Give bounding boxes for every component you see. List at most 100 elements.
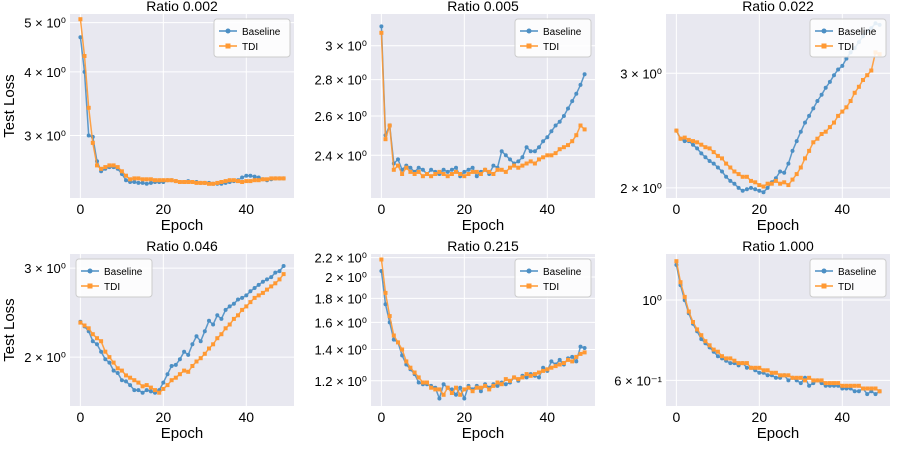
data-point-baseline xyxy=(449,387,454,392)
data-point-tdi xyxy=(794,172,799,177)
chart-title: Ratio 0.215 xyxy=(447,238,519,254)
data-point-baseline xyxy=(740,188,745,193)
data-point-baseline xyxy=(95,342,99,347)
data-point-tdi xyxy=(724,356,729,361)
data-point-tdi xyxy=(441,392,446,397)
data-point-tdi xyxy=(478,172,483,176)
data-point-tdi xyxy=(757,365,762,370)
data-point-tdi xyxy=(844,105,849,110)
chart-panel-3: Ratio 0.022 0 20 40 Epoch 2 × 10⁰ 3 × 10⁰ Basel… xyxy=(620,0,890,234)
data-point-baseline xyxy=(537,145,541,150)
data-point-tdi xyxy=(115,165,120,170)
data-point-tdi xyxy=(269,284,274,289)
data-point-tdi xyxy=(707,343,712,348)
data-point-tdi xyxy=(148,177,153,182)
data-point-tdi xyxy=(869,386,874,391)
data-point-tdi xyxy=(441,172,446,176)
data-point-tdi xyxy=(416,375,421,380)
data-point-tdi xyxy=(582,350,587,355)
data-point-tdi xyxy=(524,161,529,166)
legend-swatch-marker xyxy=(526,268,532,274)
data-point-baseline xyxy=(148,180,153,185)
data-point-tdi xyxy=(132,378,137,383)
data-point-baseline xyxy=(803,120,807,125)
data-point-tdi xyxy=(248,179,253,184)
x-axis-label: Epoch xyxy=(161,217,204,234)
data-point-baseline xyxy=(265,277,269,282)
data-point-tdi xyxy=(707,146,712,151)
data-point-tdi xyxy=(95,336,99,341)
data-point-tdi xyxy=(524,372,529,377)
data-point-tdi xyxy=(433,387,438,392)
data-point-tdi xyxy=(449,391,454,395)
data-point-tdi xyxy=(790,375,795,380)
y-tick-label: 2.4 × 10⁰ xyxy=(314,148,367,163)
data-point-tdi xyxy=(269,176,274,181)
legend: Baseline TDI xyxy=(809,18,887,58)
data-point-baseline xyxy=(549,129,554,134)
data-point-baseline xyxy=(454,165,458,170)
legend-swatch-marker xyxy=(821,283,827,289)
data-point-tdi xyxy=(103,165,108,170)
data-point-tdi xyxy=(699,333,704,338)
data-point-baseline xyxy=(437,396,442,401)
data-point-tdi xyxy=(107,163,112,168)
data-point-tdi xyxy=(840,109,845,114)
data-point-tdi xyxy=(82,54,87,58)
data-point-baseline xyxy=(478,389,483,394)
x-tick-label: 20 xyxy=(156,201,172,217)
data-point-baseline xyxy=(474,174,479,179)
data-point-tdi xyxy=(720,354,724,359)
data-point-baseline xyxy=(732,181,737,186)
data-point-tdi xyxy=(541,155,546,160)
data-point-tdi xyxy=(570,139,575,144)
data-point-baseline xyxy=(491,163,496,168)
data-point-tdi xyxy=(794,375,799,380)
data-point-tdi xyxy=(236,313,240,318)
data-point-baseline xyxy=(124,379,128,384)
data-point-tdi xyxy=(483,383,488,388)
y-tick-label: 3 × 10⁰ xyxy=(24,128,66,143)
data-point-tdi xyxy=(115,366,120,371)
data-point-tdi xyxy=(736,172,741,177)
data-point-baseline xyxy=(429,167,434,172)
data-point-tdi xyxy=(211,342,216,347)
data-point-tdi xyxy=(277,176,282,181)
data-point-tdi xyxy=(790,177,795,182)
data-point-baseline xyxy=(260,279,265,284)
data-point-tdi xyxy=(856,383,861,388)
data-point-tdi xyxy=(215,336,220,341)
data-point-baseline xyxy=(449,167,454,172)
data-point-tdi xyxy=(811,140,816,145)
legend-swatch-marker xyxy=(526,28,532,34)
data-point-baseline xyxy=(578,82,583,87)
data-point-tdi xyxy=(153,388,157,393)
data-point-baseline xyxy=(445,169,450,174)
x-tick-label: 0 xyxy=(76,201,84,217)
data-point-baseline xyxy=(865,392,870,397)
data-point-baseline xyxy=(128,383,133,388)
data-point-baseline xyxy=(557,357,562,362)
data-point-baseline xyxy=(553,123,558,128)
legend-swatch-marker xyxy=(87,268,93,274)
data-point-tdi xyxy=(732,169,737,174)
data-point-tdi xyxy=(277,277,282,282)
x-tick-label: 0 xyxy=(672,201,680,217)
data-point-tdi xyxy=(387,123,392,128)
data-point-baseline xyxy=(773,375,778,380)
x-tick-label: 40 xyxy=(835,201,851,217)
data-point-tdi xyxy=(223,179,228,184)
data-point-baseline xyxy=(231,301,236,306)
data-point-tdi xyxy=(674,128,679,133)
data-point-tdi xyxy=(807,148,812,153)
legend-label-baseline: Baseline xyxy=(104,267,143,278)
data-point-tdi xyxy=(491,172,496,176)
data-point-tdi xyxy=(157,178,162,183)
data-point-baseline xyxy=(561,114,566,118)
data-point-tdi xyxy=(773,178,778,183)
data-point-tdi xyxy=(78,17,83,22)
data-point-baseline xyxy=(703,155,708,160)
data-point-tdi xyxy=(265,177,269,182)
data-point-tdi xyxy=(90,140,95,145)
data-point-tdi xyxy=(281,176,286,181)
